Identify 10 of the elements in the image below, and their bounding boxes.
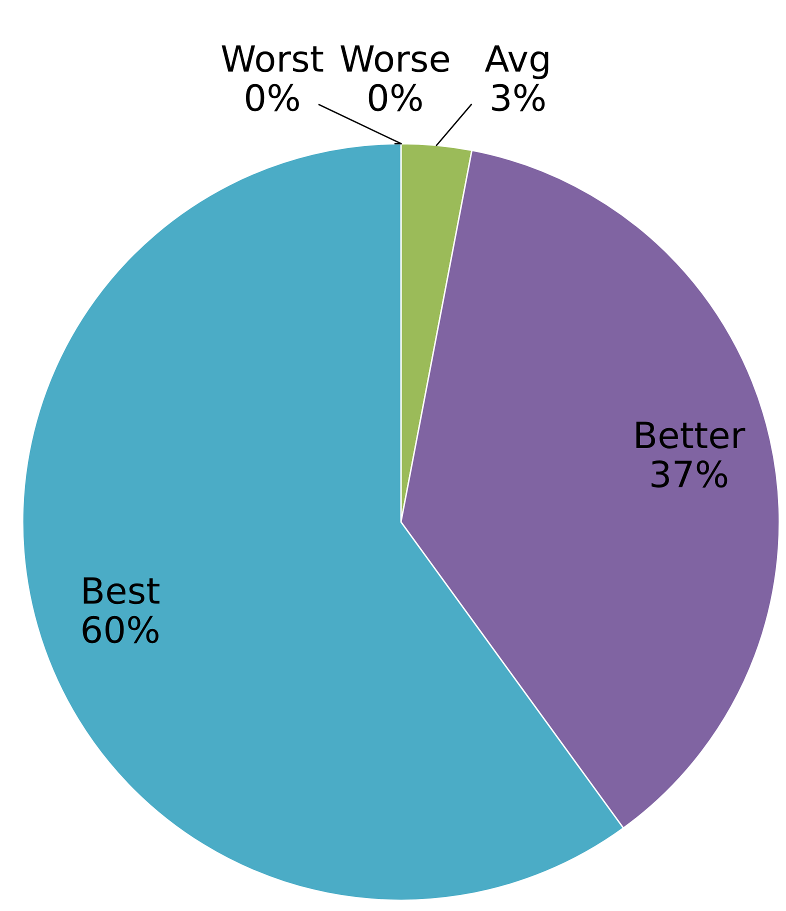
text: 0%	[368, 84, 422, 112]
data-label: 3%	[492, 84, 545, 112]
slice-label: Avg	[484, 45, 548, 80]
slice-label: Best	[84, 577, 160, 604]
data-label: 60%	[82, 616, 158, 644]
category-label: Worst	[222, 45, 324, 72]
text: 0%	[246, 84, 299, 112]
category-label: Worse	[340, 45, 449, 72]
slice-label: Better	[636, 422, 746, 449]
data-label: 37%	[652, 460, 728, 488]
